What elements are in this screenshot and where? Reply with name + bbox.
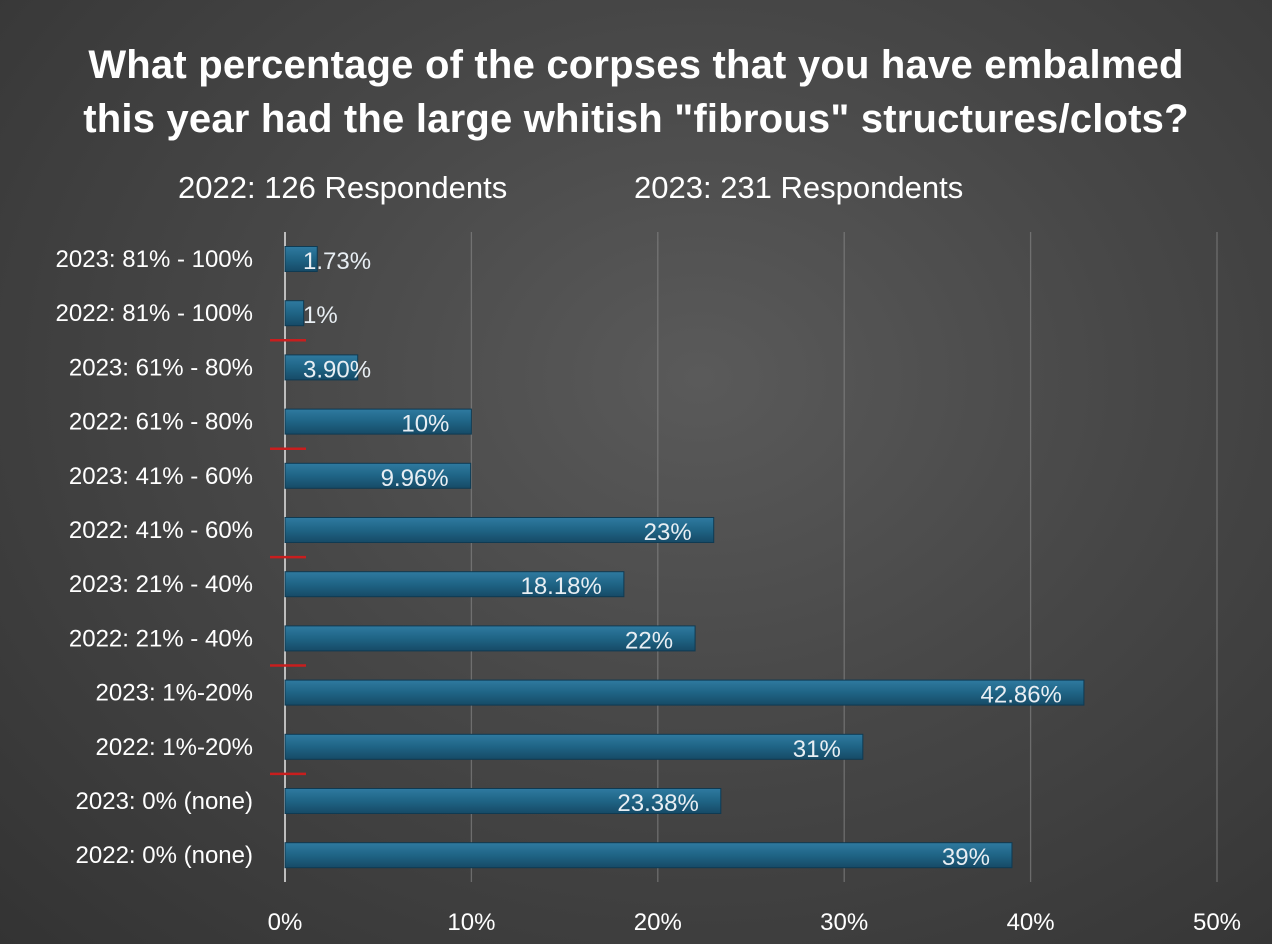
category-label: 2023: 1%-20% <box>96 680 253 707</box>
chart-title-line-1: What percentage of the corpses that you … <box>88 43 1184 87</box>
value-label: 18.18% <box>520 573 601 600</box>
bar <box>284 354 359 381</box>
bar <box>284 625 696 652</box>
x-tick-label: 0% <box>268 909 303 936</box>
bar <box>284 408 472 435</box>
bar <box>284 733 864 760</box>
value-label: 3.90% <box>303 356 371 383</box>
bar <box>284 246 318 272</box>
subtitle-2023-respondents: 2023: 231 Respondents <box>634 170 964 205</box>
category-label: 2022: 0% (none) <box>76 842 253 869</box>
category-label: 2022: 81% - 100% <box>56 300 253 327</box>
bar <box>284 300 305 327</box>
category-label: 2023: 0% (none) <box>76 788 253 815</box>
bar <box>284 788 722 814</box>
value-label: 39% <box>942 844 990 871</box>
category-label: 2022: 41% - 60% <box>69 517 253 544</box>
value-label: 42.86% <box>981 682 1062 709</box>
value-label: 9.96% <box>381 465 449 492</box>
value-label: 1.73% <box>303 248 371 275</box>
category-label: 2022: 21% - 40% <box>69 625 253 652</box>
x-tick-label: 50% <box>1193 909 1241 936</box>
bar <box>284 517 715 543</box>
category-label: 2023: 61% - 80% <box>69 354 253 381</box>
value-label: 1% <box>303 302 338 329</box>
value-label: 22% <box>625 627 673 654</box>
bar <box>284 462 472 489</box>
chart-title-line-2: this year had the large whitish "fibrous… <box>83 97 1189 141</box>
category-label: 2022: 1%-20% <box>96 734 253 761</box>
x-tick-label: 20% <box>634 909 682 936</box>
category-label: 2023: 81% - 100% <box>56 246 253 273</box>
category-label: 2022: 61% - 80% <box>69 409 253 436</box>
bar <box>284 679 1085 706</box>
chart-title: What percentage of the corpses that you … <box>0 38 1272 146</box>
x-tick-label: 40% <box>1007 909 1055 936</box>
value-label: 10% <box>401 411 449 438</box>
value-label: 31% <box>793 736 841 763</box>
x-tick-label: 30% <box>820 909 868 936</box>
bar <box>284 842 1013 869</box>
category-label: 2023: 21% - 40% <box>69 571 253 598</box>
value-label: 23.38% <box>617 790 698 817</box>
value-label: 23% <box>644 519 692 546</box>
x-tick-label: 10% <box>447 909 495 936</box>
category-label: 2023: 41% - 60% <box>69 463 253 490</box>
subtitle-2022-respondents: 2022: 126 Respondents <box>178 170 508 205</box>
bar <box>284 571 625 598</box>
